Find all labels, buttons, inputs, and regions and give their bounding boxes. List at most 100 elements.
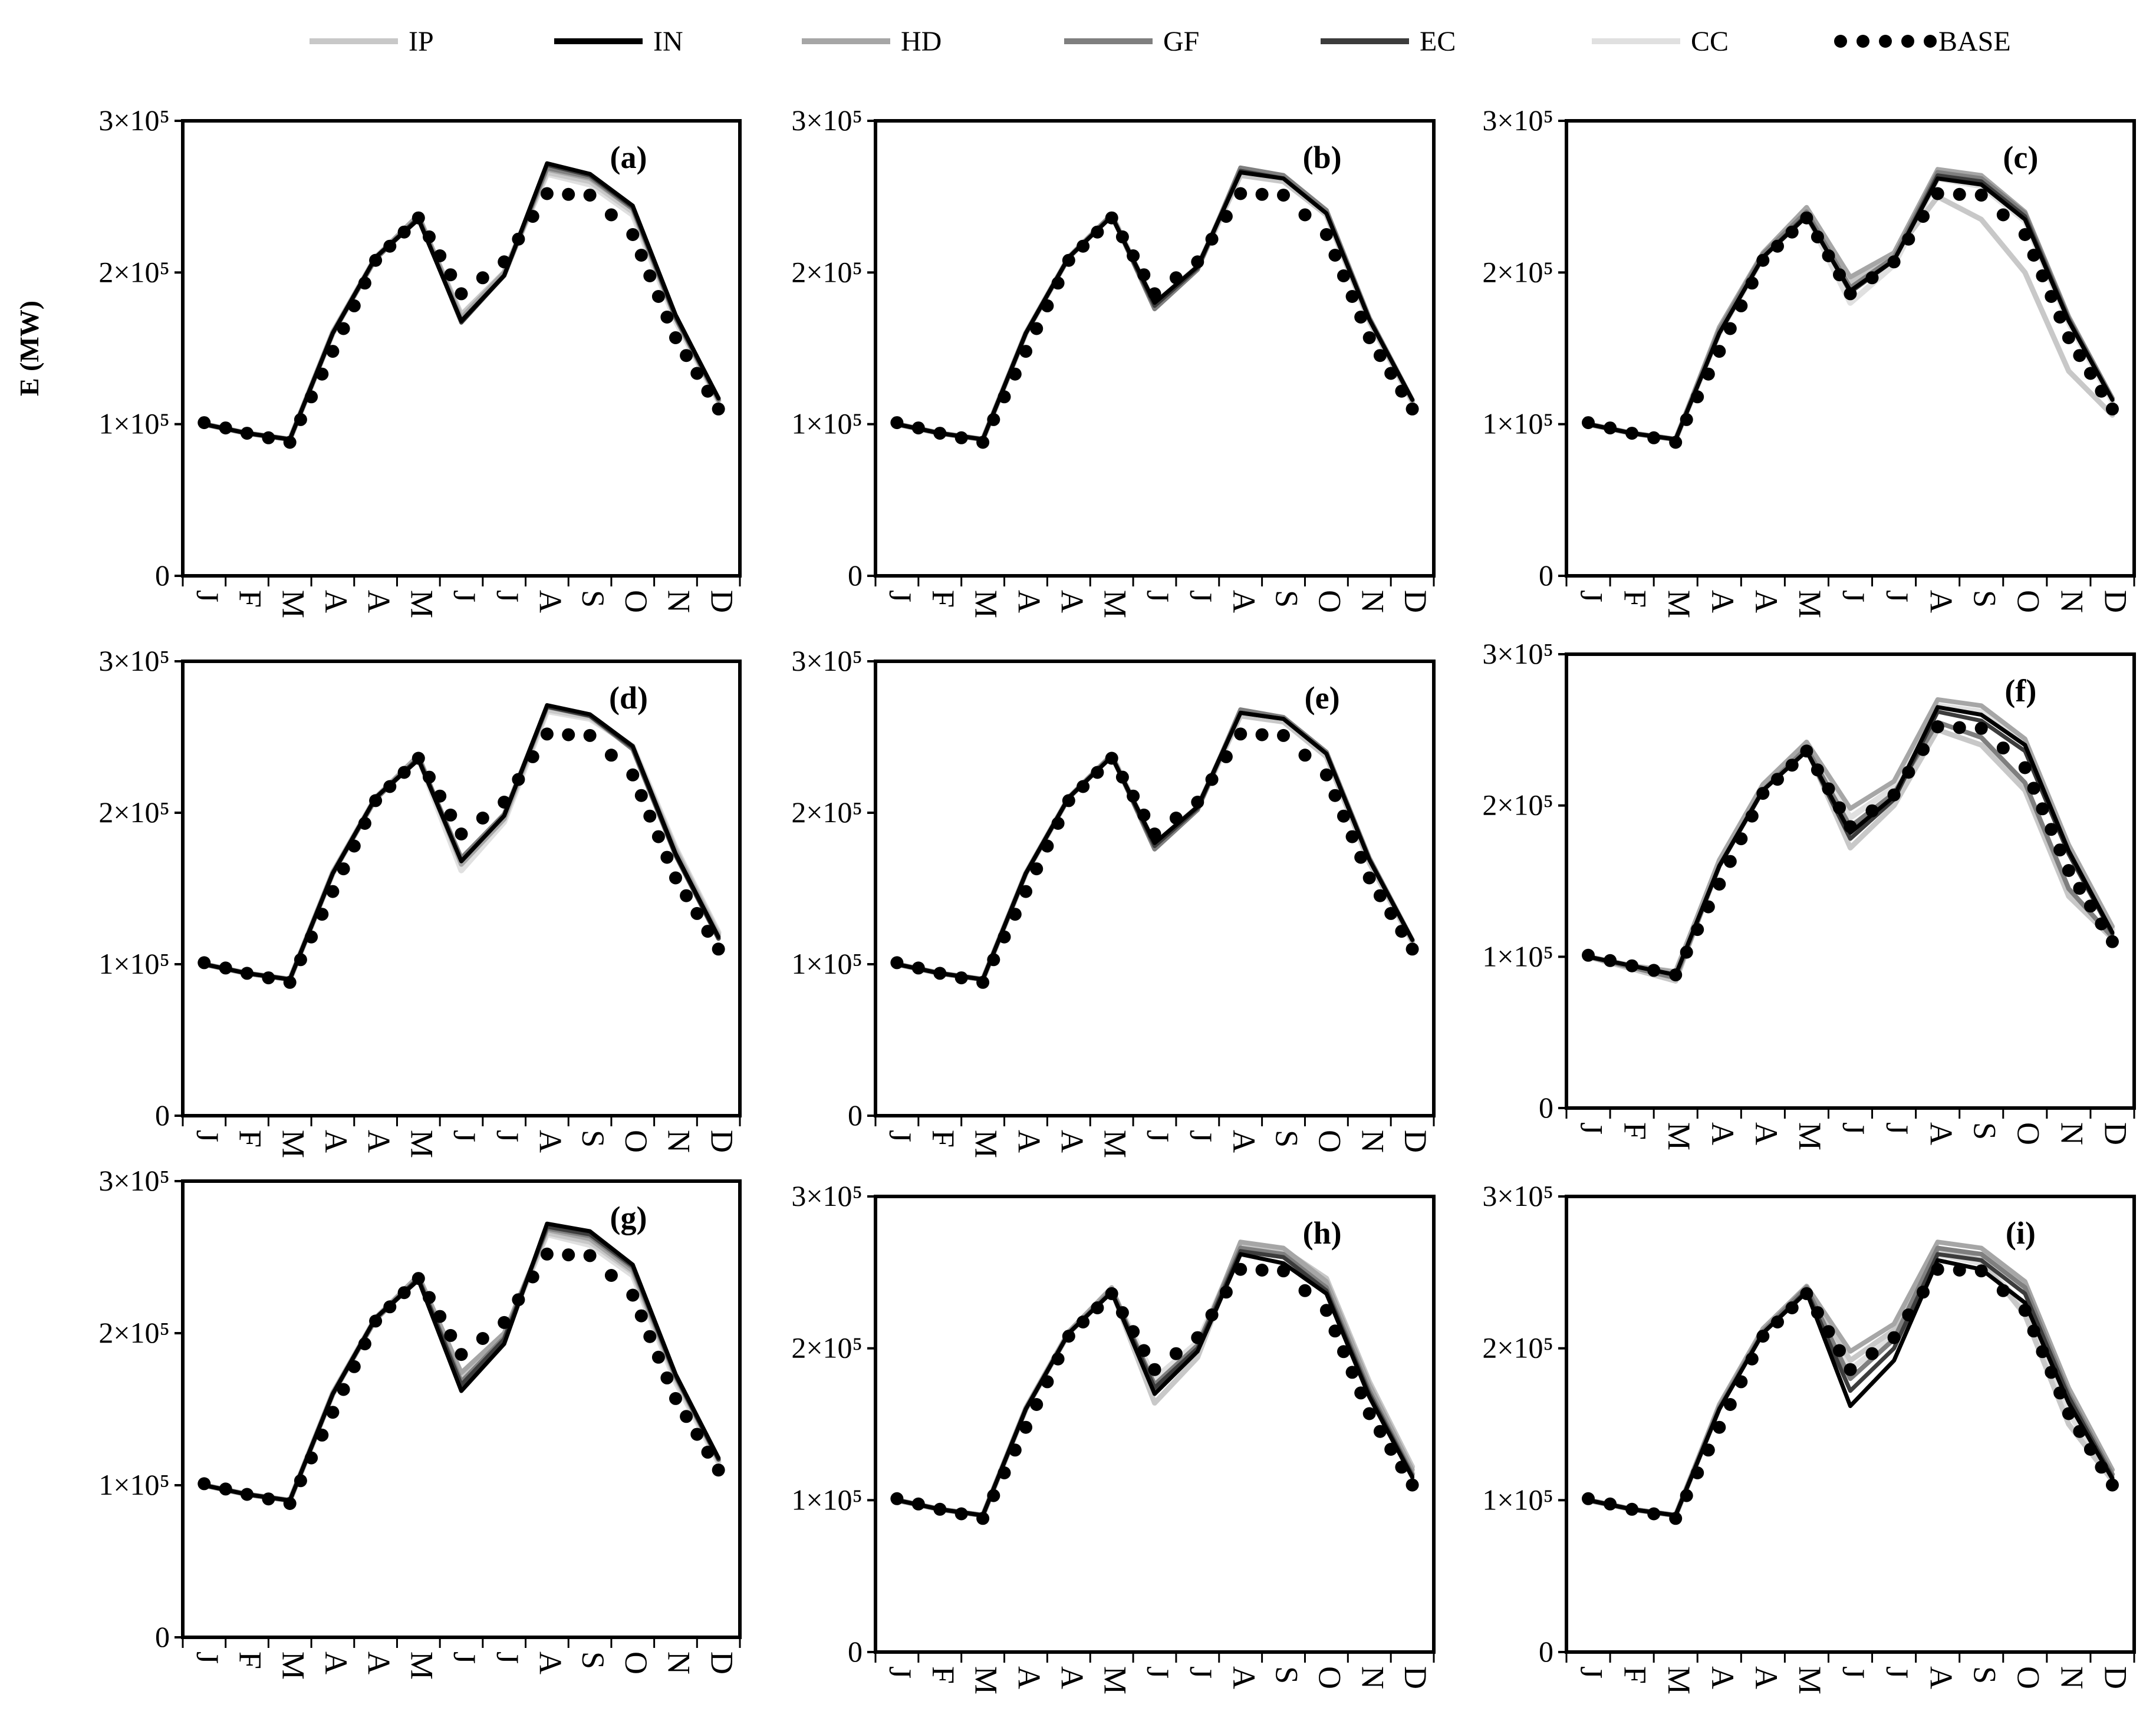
base-point	[2027, 1324, 2040, 1338]
base-point	[933, 427, 947, 440]
base-point	[1345, 830, 1359, 843]
y-tick-label: 1×10⁵	[1482, 939, 1553, 972]
x-tick-label: N	[1355, 1130, 1390, 1153]
x-tick-label: A	[1923, 1122, 1958, 1145]
base-point	[562, 728, 575, 741]
base-point	[1077, 239, 1090, 253]
base-point	[1169, 271, 1183, 285]
y-tick-label: 0	[155, 559, 170, 592]
base-point	[1974, 189, 1988, 202]
base-point	[1373, 1425, 1387, 1438]
plot-area	[181, 119, 742, 578]
series-line-ec	[1586, 1252, 2115, 1518]
y-tick-label: 3×10⁵	[98, 1164, 170, 1197]
x-tick-label: M	[275, 590, 311, 618]
plot-area	[181, 1179, 742, 1639]
base-point	[2073, 349, 2086, 362]
base-point	[262, 971, 275, 985]
series-line-gf	[894, 1245, 1415, 1518]
base-point	[1902, 1308, 1915, 1321]
base-point	[1319, 228, 1333, 241]
base-point	[540, 727, 554, 741]
base-point	[1019, 885, 1032, 898]
base-point	[498, 796, 511, 809]
base-point	[369, 253, 383, 267]
base-point	[690, 1427, 704, 1441]
x-tick-label: N	[1355, 1666, 1390, 1689]
base-point	[1625, 959, 1639, 972]
x-tick-label: O	[2010, 1666, 2046, 1689]
base-point	[2083, 1443, 2097, 1456]
legend-label: CC	[1691, 26, 1729, 57]
base-point	[1953, 721, 1966, 734]
base-point	[1091, 1301, 1104, 1314]
base-point	[326, 1406, 340, 1419]
series-line-gf	[202, 165, 721, 442]
base-point	[634, 789, 648, 802]
series-base	[198, 187, 725, 449]
base-point	[954, 1507, 968, 1521]
y-tick-label: 3×10⁵	[791, 1179, 863, 1212]
x-tick-label: M	[404, 590, 439, 618]
base-point	[1255, 187, 1269, 201]
x-tick-label: D	[2098, 590, 2134, 613]
base-point	[933, 1502, 947, 1516]
legend-item-ec: EC	[1321, 26, 1456, 57]
legend-label: GF	[1163, 26, 1199, 57]
base-point	[262, 431, 275, 444]
series-line-ip	[201, 1230, 722, 1504]
base-point	[1345, 1366, 1359, 1379]
panel-label: (g)	[610, 1200, 647, 1235]
base-point	[1723, 1398, 1737, 1411]
base-point	[911, 961, 925, 975]
base-point	[1384, 1443, 1398, 1456]
base-point	[1234, 727, 1247, 741]
base-point	[2027, 782, 2040, 795]
base-point	[1822, 1325, 1835, 1338]
base-point	[660, 311, 674, 324]
base-point	[315, 367, 329, 381]
base-point	[1785, 759, 1799, 772]
y-tick-label: 3×10⁵	[1482, 637, 1553, 670]
base-point	[1362, 331, 1376, 344]
series-line-ec	[202, 704, 721, 982]
x-tick-label: S	[1967, 1666, 2002, 1684]
base-point	[1811, 1306, 1824, 1320]
base-point	[1902, 766, 1915, 779]
series-base	[198, 1247, 725, 1510]
base-point	[444, 808, 457, 822]
base-point	[1277, 728, 1290, 742]
base-point	[2045, 823, 2058, 836]
base-point	[1319, 1304, 1333, 1317]
y-tick-label: 0	[848, 1635, 863, 1668]
x-tick-label: A	[1705, 590, 1740, 613]
base-point	[397, 766, 411, 779]
base-point	[643, 269, 657, 282]
base-point	[1345, 290, 1359, 303]
base-point	[1384, 367, 1398, 380]
base-point	[2036, 269, 2049, 282]
x-tick-label: M	[1097, 1666, 1133, 1694]
x-tick-label: J	[447, 590, 482, 602]
base-point	[1691, 1466, 1704, 1479]
base-point	[1647, 431, 1661, 444]
base-point	[1996, 1284, 2010, 1297]
y-tick-label: 1×10⁵	[98, 947, 170, 980]
y-tick-label: 0	[155, 1099, 170, 1132]
x-tick-label: F	[1618, 590, 1653, 608]
base-point	[1008, 908, 1022, 921]
base-point	[1127, 1325, 1140, 1338]
x-tick-label: S	[1269, 1130, 1305, 1148]
base-point	[2053, 311, 2067, 324]
base-point	[1713, 1420, 1726, 1434]
base-point	[383, 1300, 397, 1314]
x-tick-label: A	[361, 590, 397, 613]
base-point	[890, 956, 904, 970]
base-point	[294, 953, 307, 967]
base-point	[1902, 232, 1915, 246]
x-tick-label: A	[1012, 590, 1047, 613]
base-point	[294, 1474, 307, 1488]
series-line-ip	[1585, 1245, 2115, 1518]
base-point	[1105, 751, 1118, 765]
